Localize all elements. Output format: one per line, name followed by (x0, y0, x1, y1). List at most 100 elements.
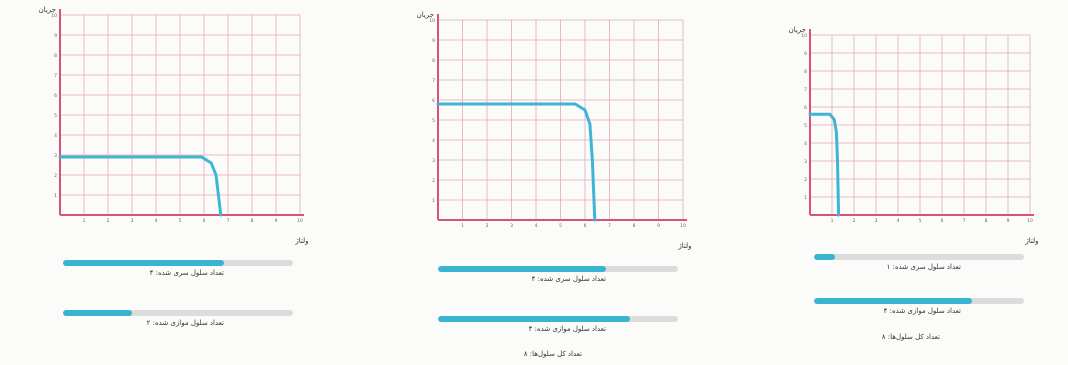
x-tick-label: 9 (275, 218, 278, 224)
y-tick-label: 10 (51, 13, 57, 19)
y-tick-label: 10 (801, 33, 807, 39)
x-tick-label: 5 (919, 218, 922, 224)
x-tick-label: 10 (680, 223, 686, 229)
x-tick-label: 1 (831, 218, 834, 224)
x-tick-label: 2 (853, 218, 856, 224)
y-tick-label: 2 (432, 178, 435, 184)
x-tick-label: 2 (486, 223, 489, 229)
y-tick-label: 5 (54, 113, 57, 119)
x-tick-label: 2 (107, 218, 110, 224)
slider-track[interactable] (63, 310, 293, 316)
slider-label: تعداد سلول موازی شده: ۲ (146, 319, 224, 327)
y-tick-label: 4 (804, 141, 807, 147)
y-tick-label: 10 (429, 18, 435, 24)
slider-track[interactable] (63, 260, 293, 266)
y-tick-label: 2 (54, 173, 57, 179)
x-tick-label: 8 (985, 218, 988, 224)
series-cell-slider[interactable]: تعداد سلول سری شده: ۴ (63, 260, 293, 282)
x-tick-label: 7 (608, 223, 611, 229)
slider-fill (438, 316, 630, 322)
x-tick-label: 4 (897, 218, 900, 224)
y-tick-label: 1 (432, 198, 435, 204)
y-tick-label: 7 (804, 87, 807, 93)
y-tick-label: 8 (54, 53, 57, 59)
x-tick-label: 8 (251, 218, 254, 224)
slider-label: تعداد سلول سری شده: ۴ (531, 275, 606, 283)
chart-panel-3: 1 2 3 4 5 6 7 8 9 10 1 2 3 4 5 6 7 8 9 10 جریان ولتاژ تعداد سل… (788, 0, 1068, 365)
x-axis-title: ولتاژ (294, 237, 308, 245)
x-tick-label: 1 (461, 223, 464, 229)
y-tick-label: 3 (54, 153, 57, 159)
y-tick-label: 5 (804, 123, 807, 129)
x-tick-label: 1 (83, 218, 86, 224)
series-cell-slider[interactable]: تعداد سلول سری شده: ۴ (438, 266, 678, 288)
x-tick-label: 10 (1027, 218, 1033, 224)
y-tick-label: 7 (432, 78, 435, 84)
y-tick-label: 4 (432, 138, 435, 144)
slider-label: تعداد سلول سری شده: ۴ (149, 269, 224, 277)
x-tick-label: 5 (559, 223, 562, 229)
y-tick-label: 3 (432, 158, 435, 164)
x-tick-label: 8 (633, 223, 636, 229)
series-cell-slider[interactable]: تعداد سلول سری شده: ۱ (814, 254, 1024, 276)
x-axis-title: ولتاژ (677, 242, 691, 250)
chart-panel-1: 1 2 3 4 5 6 7 8 9 10 1 2 3 4 5 6 7 8 9 10 جریان ولتاژ تعداد سل… (28, 0, 318, 365)
iv-curve (436, 102, 597, 222)
x-tick-label: 6 (584, 223, 587, 229)
y-tick-label: 8 (804, 69, 807, 75)
parallel-cell-slider[interactable]: تعداد سلول موازی شده: ۴ (438, 316, 678, 338)
y-tick-label: 6 (432, 98, 435, 104)
x-tick-label: 9 (657, 223, 660, 229)
x-tick-label: 3 (510, 223, 513, 229)
y-tick-label: 6 (804, 105, 807, 111)
iv-curve (58, 155, 223, 217)
y-tick-label: 3 (804, 159, 807, 165)
x-tick-label: 6 (203, 218, 206, 224)
total-cells-label: تعداد کل سلول‌ها: ۸ (881, 333, 940, 341)
y-axis-title: جریان (39, 6, 56, 14)
y-tick-label: 7 (54, 73, 57, 79)
y-tick-label: 8 (432, 58, 435, 64)
x-tick-label: 3 (875, 218, 878, 224)
slider-label: تعداد سلول سری شده: ۱ (886, 263, 961, 271)
y-tick-label: 1 (804, 195, 807, 201)
x-tick-label: 3 (131, 218, 134, 224)
y-tick-label: 5 (432, 118, 435, 124)
slider-track[interactable] (438, 266, 678, 272)
slider-track[interactable] (814, 298, 1024, 304)
y-tick-label: 2 (804, 177, 807, 183)
total-cells-label: تعداد کل سلول‌ها: ۸ (523, 350, 582, 358)
x-tick-label: 7 (963, 218, 966, 224)
slider-label: تعداد سلول موازی شده: ۴ (528, 325, 606, 333)
slider-track[interactable] (814, 254, 1024, 260)
slider-fill (63, 310, 132, 316)
y-axis-title: جریان (789, 26, 806, 34)
slider-label: تعداد سلول موازی شده: ۴ (883, 307, 961, 315)
x-tick-label: 6 (941, 218, 944, 224)
slider-fill (814, 254, 835, 260)
x-tick-label: 10 (297, 218, 303, 224)
parallel-cell-slider[interactable]: تعداد سلول موازی شده: ۴ (814, 298, 1024, 320)
x-tick-label: 9 (1007, 218, 1010, 224)
x-tick-label: 5 (179, 218, 182, 224)
y-axis-title: جریان (417, 11, 434, 19)
y-tick-label: 6 (54, 93, 57, 99)
y-tick-label: 9 (804, 51, 807, 57)
y-tick-label: 1 (54, 193, 57, 199)
slider-fill (63, 260, 224, 266)
x-tick-label: 7 (227, 218, 230, 224)
y-tick-label: 9 (54, 33, 57, 39)
x-axis-title: ولتاژ (1024, 237, 1038, 245)
slider-fill (438, 266, 606, 272)
y-tick-label: 9 (432, 38, 435, 44)
y-tick-label: 4 (54, 133, 57, 139)
chart-panel-2: 1 2 3 4 5 6 7 8 9 10 1 2 3 4 5 6 7 8 9 10 جریان ولتاژ تعداد سل… (408, 0, 698, 365)
parallel-cell-slider[interactable]: تعداد سلول موازی شده: ۲ (63, 310, 293, 332)
slider-track[interactable] (438, 316, 678, 322)
slider-fill (814, 298, 972, 304)
x-tick-label: 4 (155, 218, 158, 224)
x-tick-label: 4 (535, 223, 538, 229)
